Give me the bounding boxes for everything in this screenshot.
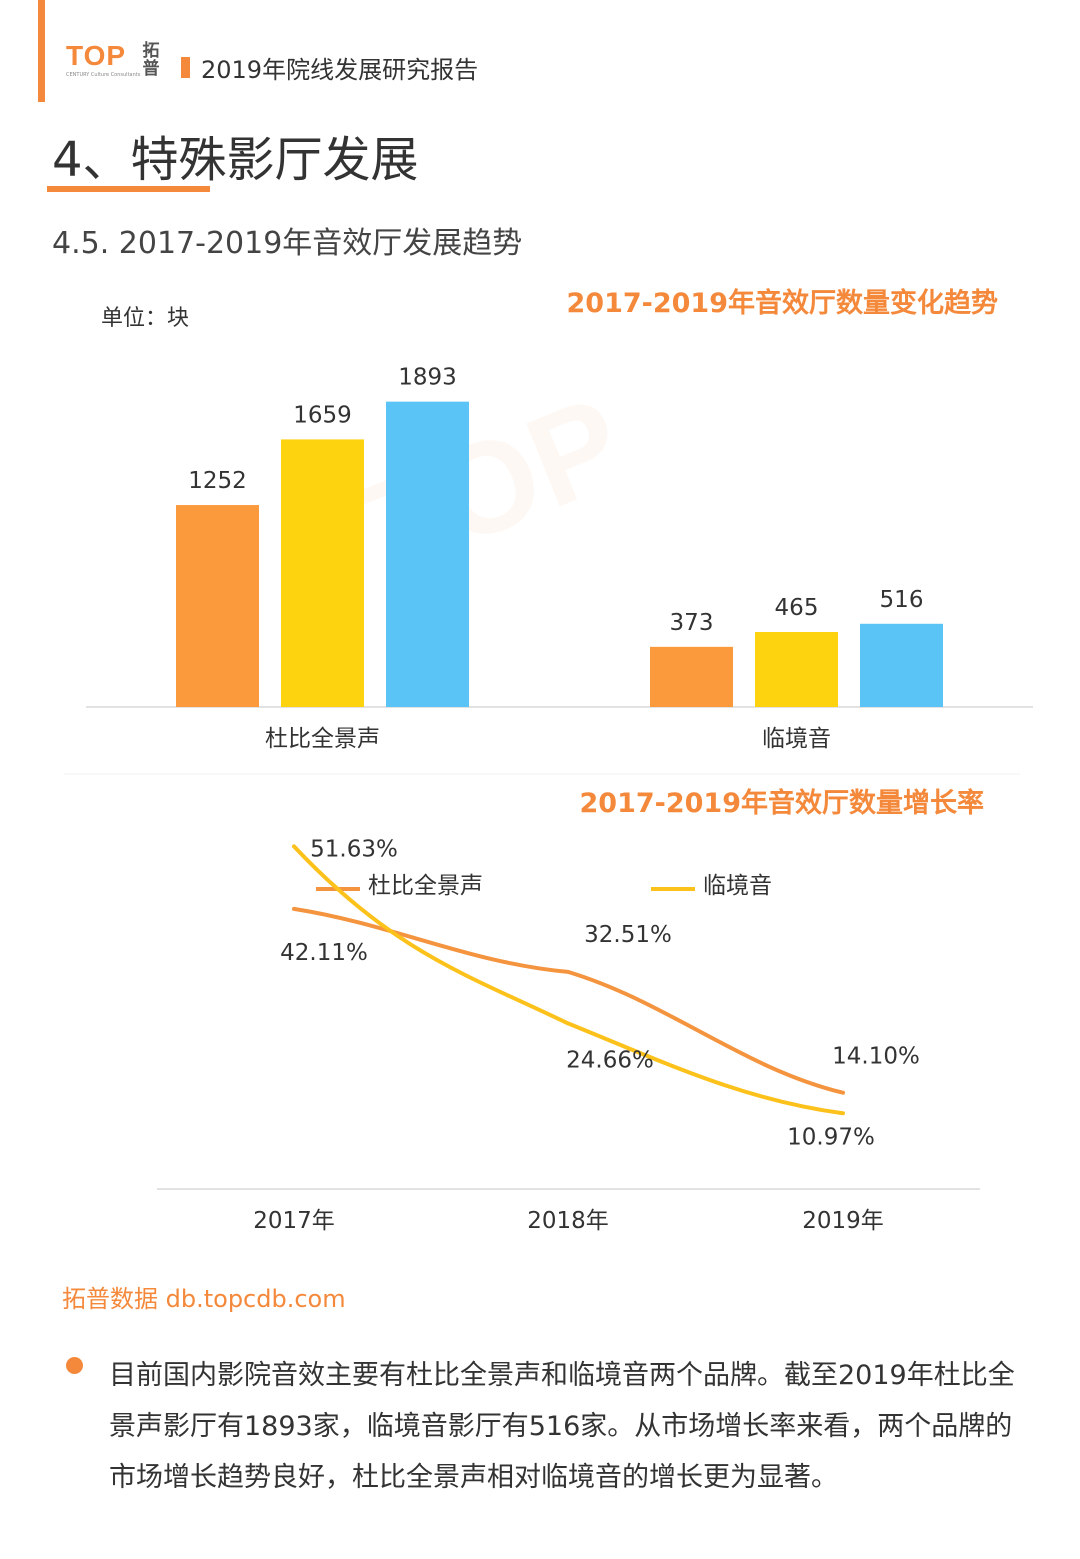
line-chart-title: 2017-2019年音效厅数量增长率: [579, 788, 985, 819]
bar-1-1: [755, 631, 838, 707]
title-underline: [47, 186, 210, 192]
bar-0-0: [176, 505, 259, 707]
data-label-1-1: 24.66%: [566, 1047, 654, 1073]
bar-1-0: [650, 646, 733, 707]
bar-0-2: [386, 401, 469, 707]
series-line-0: [292, 906, 845, 1095]
report-title: 2019年院线发展研究报告: [201, 56, 479, 84]
bar-value-label: 465: [775, 595, 819, 621]
logo-subtext: CENTURY Culture Consultants: [66, 72, 141, 78]
bar-1-2: [860, 623, 943, 707]
accent-side-bar: [38, 0, 45, 102]
data-label-0-0: 42.11%: [280, 940, 368, 966]
bar-category-label: 杜比全景声: [265, 726, 380, 752]
bar-category-label: 临境音: [762, 726, 831, 752]
legend-label-dolby: 杜比全景声: [368, 873, 483, 899]
logo-cn-text: 拓普: [142, 41, 160, 79]
data-label-1-0: 51.63%: [310, 836, 398, 862]
bar-value-label: 373: [670, 610, 714, 636]
bar-chart-title: 2017-2019年音效厅数量变化趋势: [566, 288, 999, 319]
section-subtitle: 4.5. 2017-2019年音效厅发展趋势: [52, 226, 523, 261]
page-title: 4、特殊影厅发展: [52, 132, 419, 188]
logo-text: TOP: [66, 40, 127, 71]
bullet-dot: [66, 1357, 83, 1374]
data-label-1-2: 10.97%: [787, 1124, 875, 1150]
data-source: 拓普数据 db.topcdb.com: [62, 1285, 346, 1313]
x-tick-label: 2017年: [253, 1208, 335, 1234]
data-label-0-1: 32.51%: [584, 922, 672, 948]
data-label-0-2: 14.10%: [832, 1044, 920, 1070]
header-marker: [181, 57, 190, 78]
summary-paragraph: 目前国内影院音效主要有杜比全景声和临境音两个品牌。截至2019年杜比全景声影厅有…: [109, 1360, 1015, 1493]
bar-value-label: 1659: [293, 402, 352, 428]
legend-cinity: 临境音: [651, 866, 772, 900]
unit-label: 单位：块: [101, 306, 190, 331]
x-tick-label: 2019年: [802, 1208, 884, 1234]
bar-value-label: 1252: [188, 468, 247, 494]
legend-label-cinity: 临境音: [703, 873, 772, 899]
bar-value-label: 516: [880, 587, 924, 613]
top-logo: TOP 拓普 CENTURY Culture Consultants: [66, 40, 166, 80]
legend-swatch-cinity: [651, 886, 695, 891]
series-line-1: [292, 844, 845, 1116]
bar-value-label: 1893: [398, 365, 457, 391]
bar-0-1: [281, 439, 364, 707]
x-tick-label: 2018年: [527, 1208, 609, 1234]
